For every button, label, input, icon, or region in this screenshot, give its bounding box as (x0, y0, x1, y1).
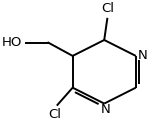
Text: N: N (100, 103, 110, 116)
Text: Cl: Cl (48, 108, 61, 121)
Text: HO: HO (1, 36, 22, 49)
Text: N: N (138, 49, 148, 62)
Text: Cl: Cl (101, 2, 114, 15)
